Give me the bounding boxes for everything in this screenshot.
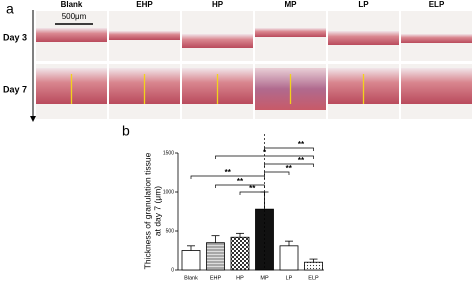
- significance-label: **: [249, 184, 256, 193]
- x-tick-label: EHP: [210, 275, 222, 281]
- micrographs: Blank EHP HP MP LP ELP: [36, 0, 472, 119]
- row-label: Day 7: [3, 84, 27, 94]
- significance-label: *: [263, 148, 267, 157]
- tissue: [109, 31, 180, 40]
- significance-bracket: [264, 171, 290, 175]
- significance-bracket: [239, 191, 265, 195]
- y-axis-label: Thickness of granulation tissue: [142, 152, 152, 269]
- tissue: [255, 28, 326, 37]
- panel-label: a: [6, 1, 14, 17]
- significance-label: **: [298, 156, 305, 165]
- y-tick-label: 1500: [163, 150, 174, 156]
- column-label: EHP: [136, 0, 153, 9]
- bar: [279, 245, 299, 271]
- significance-label: **: [298, 140, 305, 149]
- tissue: [36, 28, 107, 42]
- column-label: ELP: [429, 0, 445, 9]
- significance-label: **: [286, 164, 293, 173]
- significance-bracket: [215, 155, 314, 159]
- y-tick-label: 1000: [163, 189, 174, 195]
- x-tick-label: Blank: [184, 275, 198, 281]
- tissue: [328, 31, 399, 45]
- arrow-head: [30, 116, 36, 122]
- bar: [181, 250, 201, 271]
- x-tick-label: LP: [286, 275, 293, 281]
- bar: [230, 236, 250, 271]
- significance-bracket: [190, 175, 265, 179]
- x-tick-label: ELP: [308, 275, 319, 281]
- tissue: [401, 68, 472, 104]
- significance-bracket: [264, 163, 314, 167]
- significance-label: **: [237, 177, 244, 186]
- scale-bar-label: 500μm: [62, 12, 87, 21]
- bar-chart: 0 500 1000 1500 Thickness of granulation tis…: [142, 134, 324, 281]
- y-axis-label: at day 7 (μm): [152, 186, 162, 236]
- y-tick-label: 0: [171, 267, 174, 273]
- tissue: [182, 34, 253, 48]
- x-tick-label: HP: [236, 275, 244, 281]
- significance-bracket: [215, 184, 265, 188]
- x-tick-label: MP: [260, 275, 269, 281]
- row-label: Day 3: [3, 32, 27, 42]
- column-label: Blank: [61, 0, 83, 9]
- bar: [206, 242, 225, 271]
- column-label: LP: [358, 0, 369, 9]
- panel-label: b: [122, 123, 130, 139]
- significance-bracket: [264, 147, 314, 151]
- tissue: [401, 34, 472, 43]
- significance-label: **: [225, 168, 232, 177]
- column-label: MP: [285, 0, 298, 9]
- bar: [304, 261, 323, 271]
- y-tick-label: 500: [166, 228, 175, 234]
- column-label: HP: [212, 0, 224, 9]
